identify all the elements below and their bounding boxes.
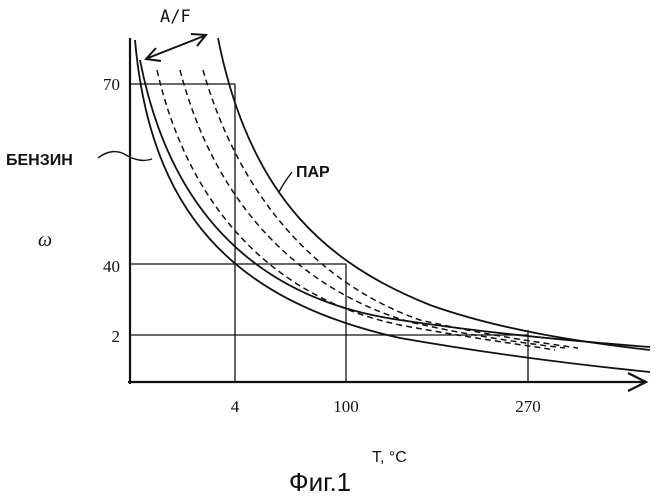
curve-benzin [135,40,650,372]
x-tick-100: 100 [333,397,359,416]
af-double-arrow [146,34,206,61]
leader-lines [98,152,292,192]
y-axis-label: ω [38,229,52,251]
y-tick-2: 2 [112,327,121,346]
x-tick-270: 270 [515,397,541,416]
curve-lower-bound [140,60,650,347]
y-tick-40: 40 [103,257,120,276]
vapor-leader [279,172,292,192]
curves [135,38,650,372]
af-label: A/F [160,7,191,27]
benzin-label: БЕНЗИН [6,152,73,169]
curve-vapor [218,38,650,350]
y-tick-70: 70 [103,75,120,94]
x-axis-label: T, °C [372,449,407,466]
curve-dashed-3 [203,70,578,348]
benzin-leader [98,152,152,161]
vapor-label: ПАР [296,164,330,181]
figure-caption: Фиг.1 [289,467,351,497]
x-tick-4: 4 [231,397,240,416]
